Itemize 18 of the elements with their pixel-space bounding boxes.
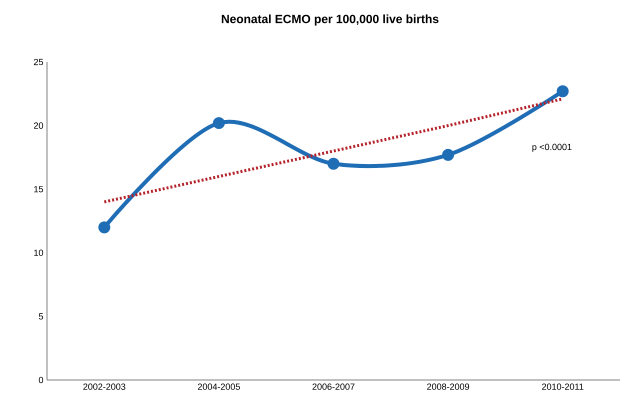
x-tick-label: 2002-2003 [83, 384, 126, 390]
y-tick-label: 5 [38, 313, 44, 320]
chart-title: Neonatal ECMO per 100,000 live births [222, 14, 438, 26]
y-tick-label: 25 [34, 58, 44, 66]
annotation: p <0.0001 [532, 144, 572, 152]
point [556, 85, 569, 98]
point [98, 221, 110, 234]
x-tick-label: 2010-2011 [542, 384, 584, 390]
x-tick-label: 2008-2009 [427, 384, 470, 390]
x-tick-label: 2006-2007 [312, 384, 354, 390]
y-tick-label: 10 [34, 250, 44, 256]
point [212, 117, 225, 130]
x-tick-label: 2004-2005 [198, 384, 240, 390]
point [442, 148, 454, 161]
y-tick-label: 15 [34, 186, 44, 192]
y-tick-label: 0 [38, 376, 44, 384]
point [328, 158, 340, 170]
y-tick-label: 20 [34, 122, 44, 129]
